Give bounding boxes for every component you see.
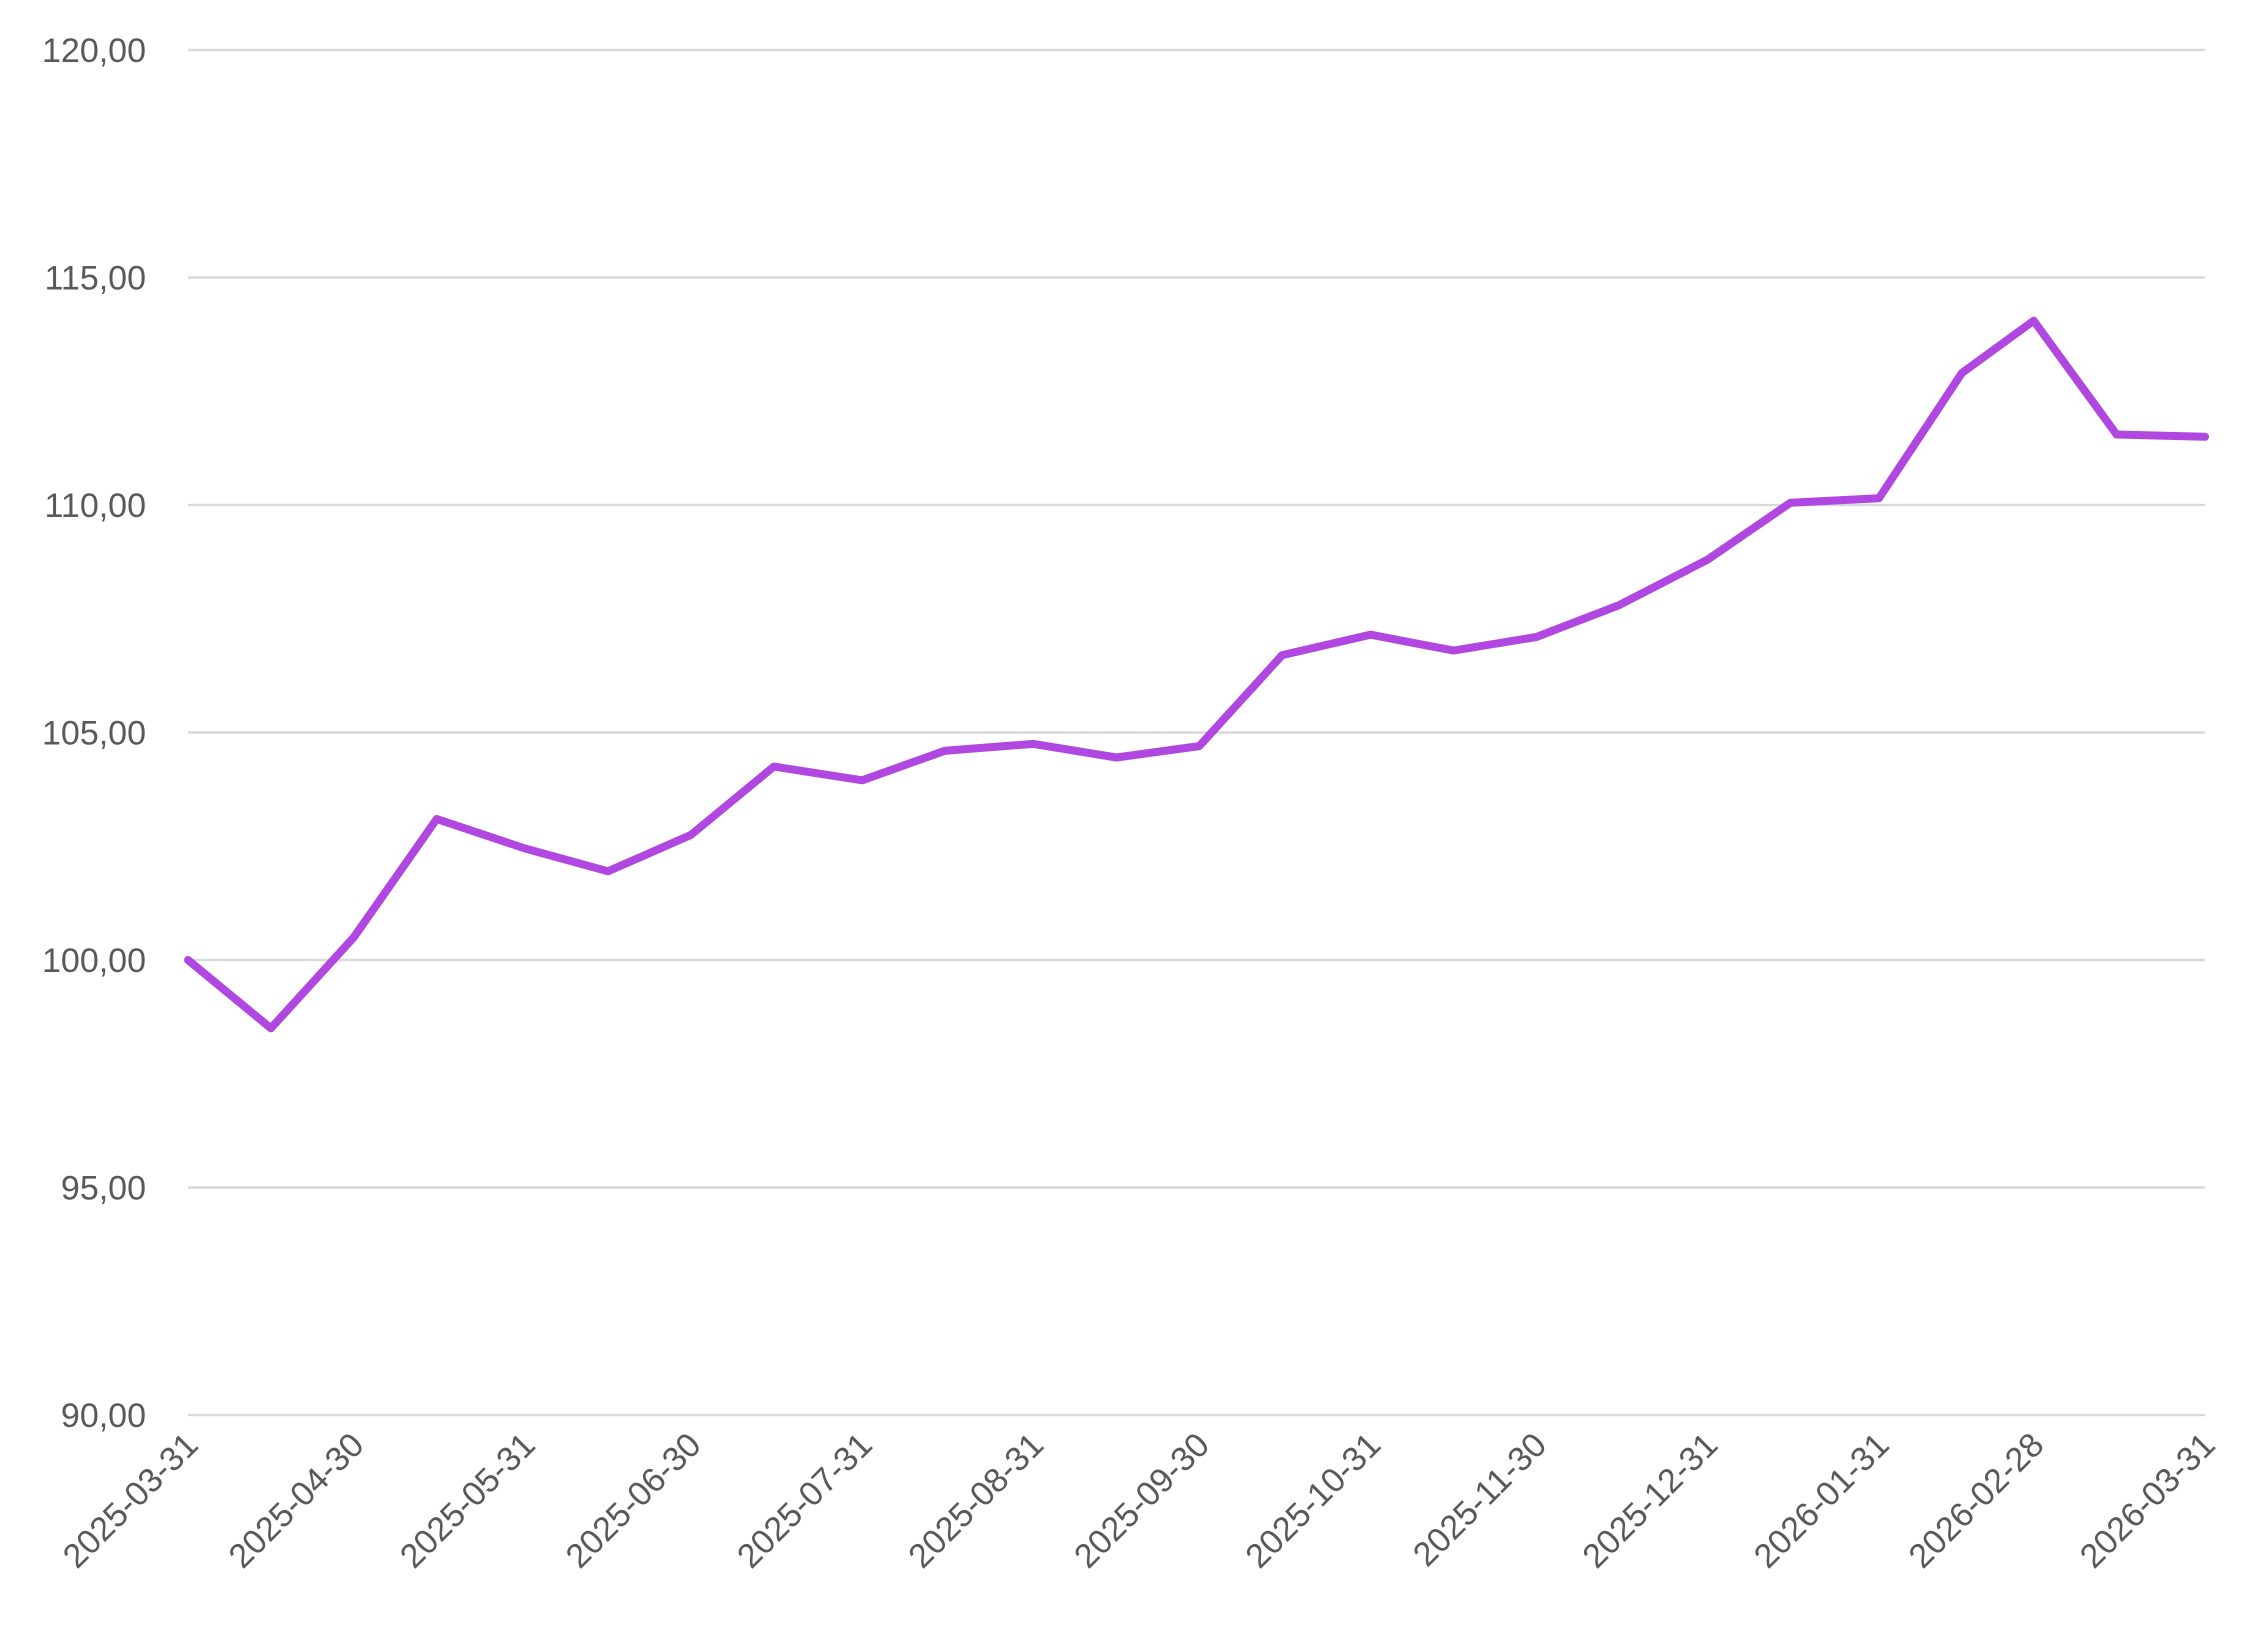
x-tick-label: 2025-03-31 [56, 1426, 206, 1576]
gridlines [188, 48, 2205, 1417]
x-tick-label: 2025-05-31 [393, 1426, 543, 1576]
x-tick-label: 2025-09-30 [1067, 1426, 1217, 1576]
x-tick-label: 2025-12-31 [1575, 1426, 1725, 1576]
y-tick-label: 105,00 [42, 715, 146, 753]
y-tick-label: 120,00 [42, 32, 146, 70]
y-tick-label: 115,00 [45, 260, 146, 298]
x-tick-label: 2025-06-30 [559, 1426, 709, 1576]
x-tick-label: 2025-04-30 [222, 1426, 372, 1576]
y-axis-tick-labels: 90,00 95,00 100,00 105,00 110,00 115,00 120,00 [42, 32, 146, 1435]
y-tick-label: 90,00 [61, 1397, 146, 1435]
y-tick-label: 110,00 [45, 487, 146, 525]
y-tick-label: 100,00 [42, 942, 146, 980]
x-tick-label: 2026-01-31 [1747, 1426, 1897, 1576]
series-lines [184, 316, 2209, 1033]
series-line [184, 316, 2209, 1033]
x-tick-label: 2026-02-28 [1901, 1426, 2051, 1576]
x-axis-tick-labels: 2025-03-31 2025-04-30 2025-05-31 2025-06-30… [56, 1426, 2223, 1576]
x-tick-label: 2025-10-31 [1238, 1426, 1388, 1576]
y-tick-label: 95,00 [61, 1170, 146, 1208]
x-tick-label: 2025-11-30 [1406, 1426, 1554, 1574]
x-tick-label: 2026-03-31 [2073, 1426, 2223, 1576]
x-tick-label: 2025-07-31 [730, 1426, 880, 1576]
x-tick-label: 2025-08-31 [901, 1426, 1051, 1576]
